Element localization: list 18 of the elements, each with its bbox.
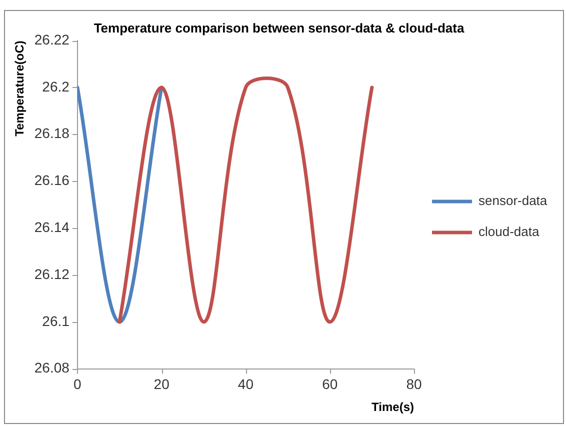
- y-tick-label: 26.2: [42, 78, 70, 94]
- y-tick-label: 26.22: [34, 31, 70, 48]
- chart-title: Temperature comparison between sensor-data & cloud-data: [94, 20, 465, 36]
- y-tick-label: 26.14: [34, 219, 70, 235]
- y-axis-title: Temperature(oC): [12, 40, 27, 136]
- x-tick-label: 60: [322, 376, 338, 392]
- y-tick-label: 26.1: [42, 312, 70, 329]
- x-tick-label: 40: [238, 376, 254, 392]
- y-tick-label: 26.08: [34, 360, 70, 376]
- x-tick-label: 80: [406, 376, 422, 392]
- y-tick-label: 26.12: [34, 266, 70, 282]
- y-tick-label: 26.18: [34, 125, 70, 142]
- x-axis-title: Time(s): [372, 400, 414, 414]
- legend-label: cloud-data: [478, 224, 540, 240]
- legend-label: sensor-data: [478, 193, 548, 208]
- y-tick-label: 26.16: [34, 172, 70, 188]
- x-tick-label: 0: [74, 376, 82, 392]
- x-tick-label: 20: [154, 376, 170, 392]
